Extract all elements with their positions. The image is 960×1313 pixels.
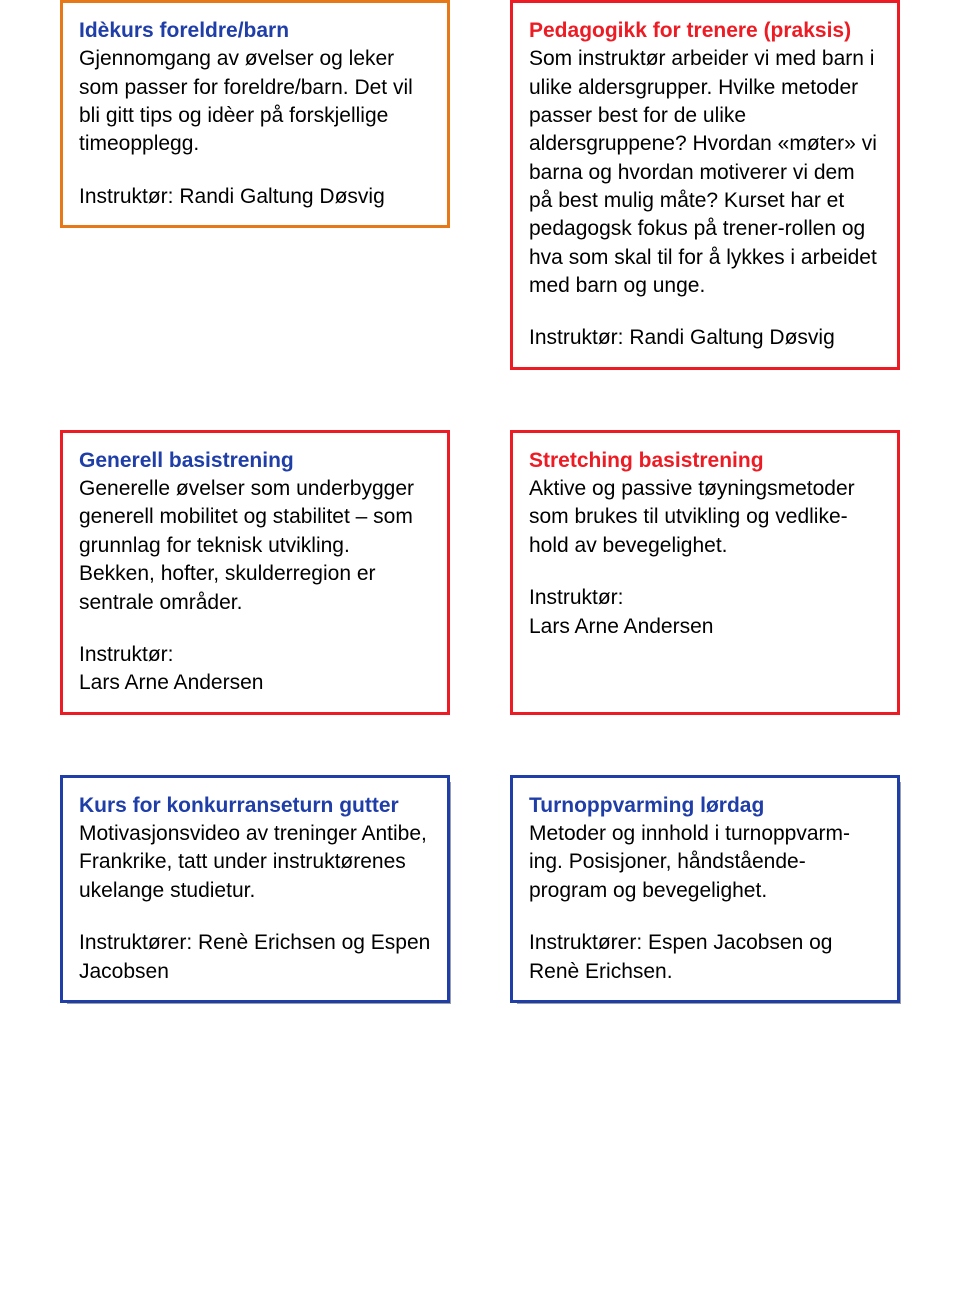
box-stretching: Stretching basistreningAktive og passive…: [510, 430, 900, 715]
box-pedagogikk: Pedagogikk for trenere (praksis)Som inst…: [510, 0, 900, 370]
row-1: Generell basistreningGenerelle øvelser s…: [60, 430, 900, 715]
box-instructor: Instruktør: Lars Arne Andersen: [529, 584, 881, 641]
box-generell: Generell basistreningGenerelle øvelser s…: [60, 430, 450, 715]
row-2: Kurs for konkurranseturn gutterMotivasjo…: [60, 775, 900, 1003]
box-body: Gjennomgang av øvelser og leker som pass…: [79, 45, 431, 158]
box-body: Motivasjonsvideo av treninger Antibe, Fr…: [79, 820, 431, 905]
box-instructor: Instruktør: Randi Galtung Døsvig: [529, 324, 881, 352]
box-idekurs: Idèkurs foreldre/barnGjennomgang av øvel…: [60, 0, 450, 228]
box-instructor: Instruktør: Lars Arne Andersen: [79, 641, 431, 698]
box-instructor: Instruktører: Renè Erichsen og Espen Jac…: [79, 929, 431, 986]
box-body: Aktive og passive tøyningsmetoder som br…: [529, 475, 881, 560]
box-konkurranse: Kurs for konkurranseturn gutterMotivasjo…: [60, 775, 450, 1003]
box-title: Stretching basistrening: [529, 447, 881, 475]
box-title: Pedagogikk for trenere (praksis): [529, 17, 881, 45]
box-title: Idèkurs foreldre/barn: [79, 17, 431, 45]
box-body: Generelle øvelser som underbygger genere…: [79, 475, 431, 617]
box-body: Metoder og innhold i turnoppvarm-ing. Po…: [529, 820, 881, 905]
box-body: Som instruktør arbeider vi med barn i ul…: [529, 45, 881, 300]
box-title: Kurs for konkurranseturn gutter: [79, 792, 431, 820]
box-title: Turnoppvarming lørdag: [529, 792, 881, 820]
box-turnoppvarming: Turnoppvarming lørdagMetoder og innhold …: [510, 775, 900, 1003]
page: Idèkurs foreldre/barnGjennomgang av øvel…: [0, 0, 960, 1063]
box-instructor: Instruktør: Randi Galtung Døsvig: [79, 183, 431, 211]
box-instructor: Instruktører: Espen Jacobsen og Renè Eri…: [529, 929, 881, 986]
row-0: Idèkurs foreldre/barnGjennomgang av øvel…: [60, 0, 900, 370]
box-title: Generell basistrening: [79, 447, 431, 475]
